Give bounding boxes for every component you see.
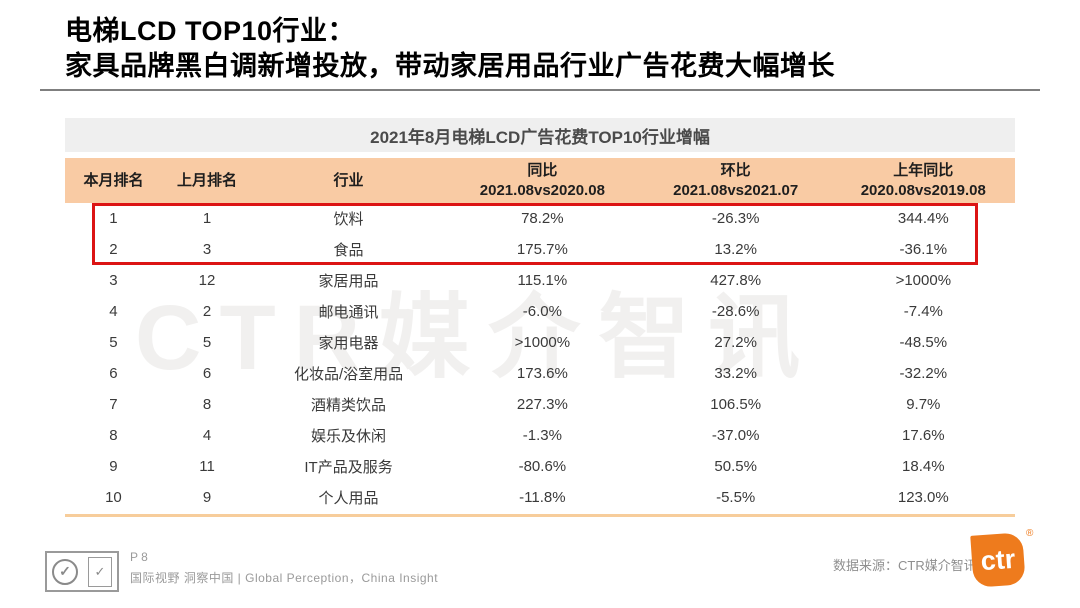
table-cell: 344.4%	[897, 210, 949, 227]
table-cell: IT产品及服务	[304, 459, 393, 476]
table-cell: 50.5%	[714, 458, 757, 475]
column-header: 行业	[333, 171, 364, 189]
table-cell: 娱乐及休闲	[311, 428, 387, 445]
table-cell: 5	[109, 334, 118, 351]
table-cell: >1000%	[514, 334, 571, 351]
page-number: P 8	[130, 550, 148, 564]
table-cell: 1	[109, 210, 118, 227]
table-cell: 18.4%	[902, 458, 945, 475]
table-row: 2 3 食品 175.7% 13.2% -36.1%	[65, 234, 1015, 265]
table-cell: -48.5%	[899, 334, 948, 351]
data-source-label: 数据来源：CTR媒介智讯	[833, 558, 977, 573]
registered-trademark-icon: ®	[1026, 528, 1034, 539]
table-cell: 2	[109, 241, 118, 258]
table-cell: -6.0%	[522, 303, 562, 320]
table-cell: 邮电通讯	[318, 304, 379, 321]
table-row: 10 9 个人用品 -11.8% -5.5% 123.0%	[65, 482, 1015, 513]
table-row: 3 12 家居用品 115.1% 427.8% >1000%	[65, 265, 1015, 296]
table-cell: -28.6%	[711, 303, 760, 320]
table-cell: -11.8%	[519, 489, 566, 506]
table-cell: 17.6%	[902, 427, 945, 444]
table-header-row: 本月排名 上月排名 行业 同比 2021.08vs2020.08 环比 2021.08vs2…	[65, 158, 1015, 203]
table-cell: 5	[202, 334, 212, 351]
title-divider	[40, 89, 1040, 91]
quality-badge-icon: ✓	[88, 556, 112, 587]
table-row: 1 1 饮料 78.2% -26.3% 344.4%	[65, 203, 1015, 234]
table-cell: 227.3%	[516, 396, 568, 413]
caption-header-gap	[65, 152, 1015, 158]
table-cell: 8	[109, 427, 118, 444]
table-cell: 10	[105, 489, 122, 506]
table-cell: 酒精类饮品	[311, 397, 387, 414]
table-cell: >1000%	[895, 272, 952, 289]
column-header: 环比 2021.08vs2021.07	[673, 162, 799, 199]
table-cell: 个人用品	[318, 490, 379, 507]
table-cell: 9.7%	[906, 396, 941, 413]
table-cell: 11	[199, 458, 215, 475]
ctr-logo-text: ctr	[979, 543, 1017, 576]
column-header: 本月排名	[83, 171, 144, 189]
column-header: 上年同比 2020.08vs2019.08	[860, 162, 986, 199]
table-cell: 2	[202, 303, 212, 320]
table-cell: 家用电器	[318, 335, 379, 352]
table-cell: 106.5%	[710, 396, 762, 413]
table-cell: 9	[109, 458, 118, 475]
table-cell: 8	[202, 396, 212, 413]
table-cell: 175.7%	[516, 241, 568, 258]
table-cell: 7	[109, 396, 118, 413]
table-row: 6 6 化妆品/浴室用品 173.6% 33.2% -32.2%	[65, 358, 1015, 389]
table-cell: 78.2%	[521, 210, 564, 227]
table-cell: -80.6%	[518, 458, 567, 475]
table-cell: 173.6%	[516, 365, 568, 382]
table-cell: -26.3%	[711, 210, 760, 227]
table-cell: 27.2%	[714, 334, 757, 351]
page-title-line2: 家具品牌黑白调新增投放，带动家居用品行业广告花费大幅增长	[65, 51, 835, 81]
table-cell: 3	[202, 241, 212, 258]
table-cell: 12	[198, 272, 216, 289]
table-cell: 115.1%	[517, 272, 568, 289]
table-cell: -36.1%	[899, 241, 948, 258]
table-body: CTR媒介智讯 1 1 饮料 78.2% -26.3% 344.4% 2 3 食品 175.7% 1…	[65, 203, 1015, 513]
table-cell: -7.4%	[903, 303, 943, 320]
table-cell: 1	[202, 210, 212, 227]
ctr-logo: ctr	[970, 532, 1026, 588]
column-header: 同比 2021.08vs2020.08	[479, 162, 605, 199]
table-cell: -5.5%	[716, 489, 756, 506]
page-title: 电梯LCD TOP10行业： 家具品牌黑白调新增投放，带动家居用品行业广告花费大…	[65, 14, 835, 84]
industry-ranking-table: 2021年8月电梯LCD广告花费TOP10行业增幅 本月排名 上月排名 行业 同比 20…	[65, 118, 1015, 517]
table-cell: 6	[202, 365, 212, 382]
table-cell: 33.2%	[714, 365, 757, 382]
table-cell: 9	[202, 489, 212, 506]
footer-tagline: 国际视野 洞察中国 | Global Perception，China Insi…	[130, 571, 439, 585]
table-cell: 4	[202, 427, 212, 444]
table-cell: 3	[109, 272, 118, 289]
table-cell: 123.0%	[897, 489, 949, 506]
table-cell: 饮料	[333, 211, 364, 228]
table-row: 7 8 酒精类饮品 227.3% 106.5% 9.7%	[65, 389, 1015, 420]
table-row: 4 2 邮电通讯 -6.0% -28.6% -7.4%	[65, 296, 1015, 327]
table-row: 9 11 IT产品及服务 -80.6% 50.5% 18.4%	[65, 451, 1015, 482]
table-cell: -32.2%	[899, 365, 948, 382]
table-cell: 13.2%	[714, 241, 757, 258]
table-caption: 2021年8月电梯LCD广告花费TOP10行业增幅	[65, 118, 1015, 152]
sgs-certification-icon: ✓	[52, 558, 78, 585]
table-bottom-border	[65, 514, 1015, 517]
table-cell: 化妆品/浴室用品	[293, 366, 404, 383]
table-row: 5 5 家用电器 >1000% 27.2% -48.5%	[65, 327, 1015, 358]
column-header: 上月排名	[177, 171, 238, 189]
table-cell: -37.0%	[711, 427, 760, 444]
table-cell: 家居用品	[318, 273, 379, 290]
table-row: 8 4 娱乐及休闲 -1.3% -37.0% 17.6%	[65, 420, 1015, 451]
table-cell: -1.3%	[522, 427, 562, 444]
table-cell: 食品	[333, 242, 364, 259]
page-title-line1: 电梯LCD TOP10行业：	[65, 16, 356, 46]
table-cell: 6	[109, 365, 118, 382]
certification-logos: ✓ ✓	[45, 551, 119, 592]
table-cell: 427.8%	[710, 272, 762, 289]
table-cell: 4	[109, 303, 118, 320]
